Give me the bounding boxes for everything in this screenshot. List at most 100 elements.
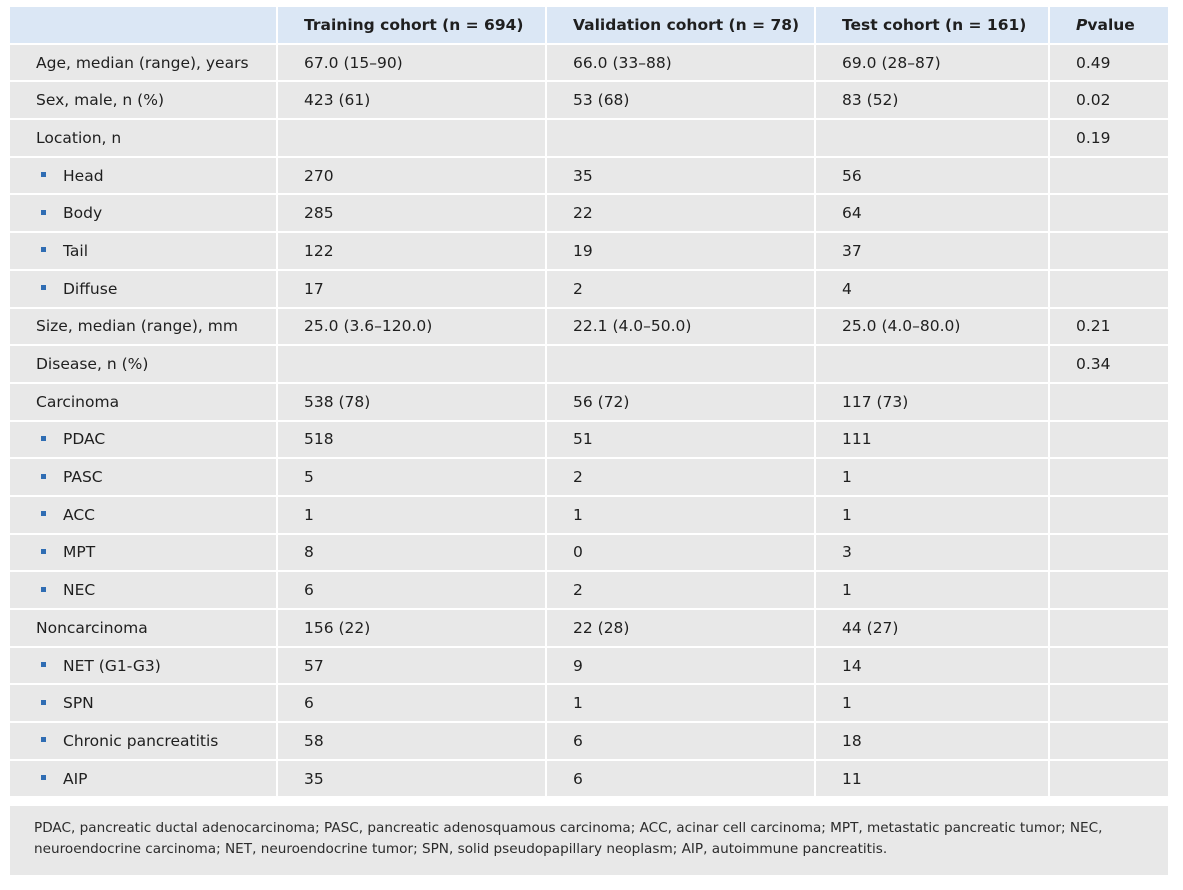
p-value-cell: [1050, 723, 1168, 761]
table-cell: 14: [816, 647, 1050, 686]
table-cell: 1: [547, 496, 816, 535]
table-cell: 1: [816, 685, 1050, 724]
table-cell: 18: [816, 723, 1050, 761]
table-cell: [547, 346, 816, 384]
header-blank: [10, 7, 278, 45]
p-value-cell: [1050, 233, 1168, 271]
p-value-cell: 0.49: [1050, 44, 1168, 83]
row-label: SPN: [10, 685, 278, 724]
table-cell: 58: [278, 723, 547, 761]
table-cell: 111: [816, 421, 1050, 460]
table-cell: [278, 120, 547, 158]
row-label: Size, median (range), mm: [10, 308, 278, 347]
p-value-cell: [1050, 383, 1168, 422]
p-value-cell: [1050, 496, 1168, 535]
table-cell: 423 (61): [278, 82, 547, 121]
table-cell: 44 (27): [816, 610, 1050, 648]
table-cell: 22.1 (4.0–50.0): [547, 308, 816, 347]
table-cell: 1: [816, 459, 1050, 497]
table-cell: 0: [547, 534, 816, 573]
p-value-cell: [1050, 647, 1168, 686]
table-cell: 22: [547, 195, 816, 234]
table-cell: 64: [816, 195, 1050, 234]
table-cell: 69.0 (28–87): [816, 44, 1050, 83]
table-cell: 2: [547, 270, 816, 309]
table-cell: 83 (52): [816, 82, 1050, 121]
p-value-cell: 0.02: [1050, 82, 1168, 121]
table-cell: 4: [816, 270, 1050, 309]
header-training-cohort: Training cohort (n = 694): [278, 7, 547, 45]
table-cell: 2: [547, 572, 816, 610]
table-cell: 117 (73): [816, 383, 1050, 422]
table-cell: 56: [816, 157, 1050, 196]
p-value-cell: [1050, 421, 1168, 460]
table-cell: 22 (28): [547, 610, 816, 648]
row-label: Tail: [10, 233, 278, 271]
table-cell: 518: [278, 421, 547, 460]
p-value-cell: [1050, 459, 1168, 497]
table-cell: 6: [278, 685, 547, 724]
header-p-value: P value: [1050, 7, 1168, 45]
table-cell: 1: [547, 685, 816, 724]
p-value-cell: [1050, 685, 1168, 724]
table-cell: 9: [547, 647, 816, 686]
row-label: NEC: [10, 572, 278, 610]
table-cell: 6: [547, 760, 816, 799]
table-cell: [816, 120, 1050, 158]
table-cell: 6: [278, 572, 547, 610]
table-cell: 6: [547, 723, 816, 761]
table-cell: 5: [278, 459, 547, 497]
table-cell: 17: [278, 270, 547, 309]
row-label: ACC: [10, 496, 278, 535]
row-label: Age, median (range), years: [10, 44, 278, 83]
row-label: AIP: [10, 760, 278, 799]
header-validation-cohort: Validation cohort (n = 78): [547, 7, 816, 45]
table-cell: 270: [278, 157, 547, 196]
table-cell: 53 (68): [547, 82, 816, 121]
p-letter: P: [1076, 15, 1088, 34]
table-cell: 35: [278, 760, 547, 799]
table-cell: 37: [816, 233, 1050, 271]
p-value-cell: [1050, 195, 1168, 234]
table-cell: 285: [278, 195, 547, 234]
table-cell: 1: [816, 572, 1050, 610]
row-label: MPT: [10, 534, 278, 573]
p-value-cell: 0.19: [1050, 120, 1168, 158]
row-label: Body: [10, 195, 278, 234]
p-value-cell: [1050, 270, 1168, 309]
cohort-characteristics-table: Training cohort (n = 694) Validation coh…: [10, 7, 1168, 799]
table-cell: 56 (72): [547, 383, 816, 422]
row-label: PDAC: [10, 421, 278, 460]
table-footnote: PDAC, pancreatic ductal adenocarcinoma; …: [10, 806, 1168, 875]
table-cell: 1: [278, 496, 547, 535]
table-cell: [547, 120, 816, 158]
p-value-cell: [1050, 534, 1168, 573]
value-word: value: [1087, 15, 1135, 34]
p-value-cell: 0.34: [1050, 346, 1168, 384]
table-cell: 25.0 (4.0–80.0): [816, 308, 1050, 347]
row-label: Head: [10, 157, 278, 196]
table-cell: 35: [547, 157, 816, 196]
table-cell: 11: [816, 760, 1050, 799]
table-cell: 538 (78): [278, 383, 547, 422]
p-value-cell: [1050, 610, 1168, 648]
table-cell: 57: [278, 647, 547, 686]
p-value-cell: 0.21: [1050, 308, 1168, 347]
table-cell: [816, 346, 1050, 384]
row-label: Sex, male, n (%): [10, 82, 278, 121]
table-cell: 25.0 (3.6–120.0): [278, 308, 547, 347]
table-cell: 156 (22): [278, 610, 547, 648]
table-cell: 19: [547, 233, 816, 271]
row-label: Noncarcinoma: [10, 610, 278, 648]
table-cell: 1: [816, 496, 1050, 535]
p-value-cell: [1050, 760, 1168, 799]
table-cell: 122: [278, 233, 547, 271]
table-cell: 8: [278, 534, 547, 573]
table-cell: 67.0 (15–90): [278, 44, 547, 83]
p-value-cell: [1050, 157, 1168, 196]
cohort-table-figure: Training cohort (n = 694) Validation coh…: [10, 7, 1168, 875]
table-cell: [278, 346, 547, 384]
row-label: Location, n: [10, 120, 278, 158]
table-cell: 66.0 (33–88): [547, 44, 816, 83]
row-label: NET (G1-G3): [10, 647, 278, 686]
